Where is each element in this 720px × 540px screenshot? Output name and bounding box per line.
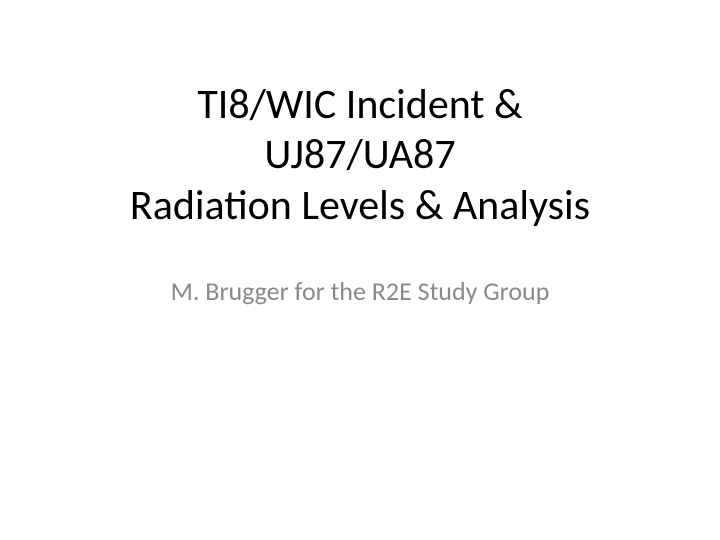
slide-subtitle: M. Brugger for the R2E Study Group [171,275,550,307]
title-line-3: Radiation Levels & Analysis [130,181,590,231]
slide-container: TI8/WIC Incident & UJ87/UA87 Radiation L… [0,0,720,540]
title-line-1: TI8/WIC Incident & [130,80,590,130]
title-line-2: UJ87/UA87 [130,130,590,180]
slide-title: TI8/WIC Incident & UJ87/UA87 Radiation L… [130,80,590,231]
